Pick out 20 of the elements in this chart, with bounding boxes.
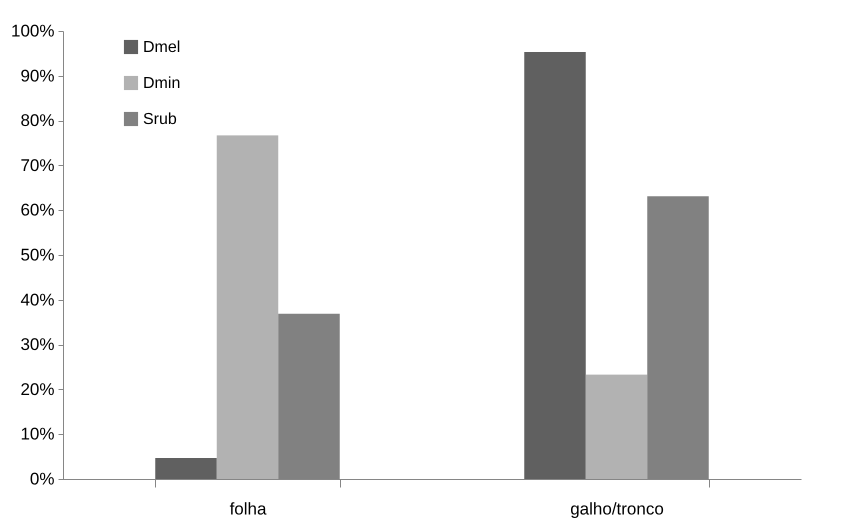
bar	[524, 52, 586, 479]
bar	[586, 374, 648, 479]
y-tick-label: 30%	[20, 335, 54, 354]
y-tick-label: 50%	[20, 246, 54, 264]
y-tick-label: 10%	[20, 424, 54, 444]
bar	[216, 135, 278, 479]
x-tick-label: galho/tronco	[570, 500, 664, 518]
legend-label: Dmel	[143, 39, 180, 56]
y-tick-label: 100%	[11, 22, 54, 40]
y-tick-label: 90%	[20, 66, 54, 86]
y-tick-label: 20%	[20, 380, 54, 399]
legend-label: Srub	[143, 111, 177, 128]
x-tick-label: folha	[230, 500, 267, 518]
y-tick-label: 0%	[30, 470, 54, 488]
y-tick-label: 40%	[20, 290, 54, 310]
legend-label: Dmin	[143, 75, 180, 92]
y-tick-label: 70%	[20, 156, 54, 175]
y-tick-label: 80%	[20, 111, 54, 130]
bar	[155, 458, 217, 479]
y-tick-label: 60%	[20, 200, 54, 220]
